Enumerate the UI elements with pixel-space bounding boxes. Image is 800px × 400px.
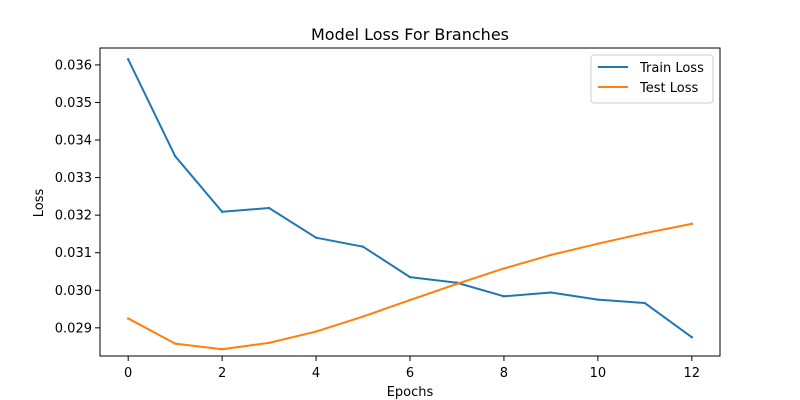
y-axis-ticks: 0.029 0.030 0.031 0.032 0.033 0.034 0.035 0.036 (55, 58, 100, 336)
legend-label-train-loss: Train Loss (639, 61, 704, 76)
data-point-train-loss (643, 301, 647, 305)
data-point-train-loss (361, 245, 365, 248)
y-tick-label: 0.036 (55, 58, 92, 73)
y-tick-label: 0.029 (55, 321, 92, 336)
data-point-train-loss (502, 295, 506, 298)
x-tick-label: 8 (500, 366, 508, 381)
axes-frame (99, 47, 721, 357)
data-point-test-loss (314, 330, 318, 333)
y-axis-label: Loss (32, 189, 47, 218)
data-point-test-loss (549, 253, 553, 257)
data-point-train-loss (408, 275, 412, 279)
data-point-test-loss (643, 231, 647, 235)
x-tick-label: 10 (590, 366, 607, 381)
data-point-test-loss (690, 222, 694, 225)
data-point-train-loss (220, 210, 224, 213)
y-tick-label: 0.034 (55, 134, 92, 149)
x-axis-ticks: 0 2 4 6 8 10 12 (124, 356, 700, 381)
data-point-test-loss (502, 267, 506, 270)
data-point-test-loss (267, 341, 271, 345)
legend: Train Loss Test Loss (590, 54, 714, 104)
chart-title: Model Loss For Branches (311, 25, 509, 44)
legend-label-test-loss: Test Loss (639, 81, 698, 96)
series-line-test-loss (126, 222, 693, 351)
y-tick-label: 0.035 (55, 96, 92, 111)
data-point-test-loss (596, 242, 600, 245)
data-point-train-loss (173, 154, 177, 158)
x-tick-label: 4 (312, 366, 320, 381)
y-tick-label: 0.030 (55, 284, 92, 299)
data-point-train-loss (596, 298, 600, 301)
data-point-test-loss (361, 315, 365, 318)
y-tick-label: 0.032 (55, 209, 92, 224)
x-tick-label: 6 (406, 366, 414, 381)
x-axis-label: Epochs (387, 385, 434, 400)
plot-area (126, 57, 694, 351)
data-point-test-loss (408, 298, 412, 302)
data-point-test-loss (455, 282, 459, 286)
data-point-test-loss (173, 342, 177, 345)
data-point-train-loss (549, 291, 553, 294)
y-tick-label: 0.031 (55, 246, 92, 261)
data-point-train-loss (690, 336, 694, 339)
data-point-test-loss (126, 317, 130, 320)
data-point-train-loss (126, 58, 130, 61)
x-tick-label: 2 (218, 366, 226, 381)
data-point-train-loss (267, 206, 271, 210)
data-point-test-loss (220, 348, 224, 351)
data-point-train-loss (314, 236, 318, 239)
x-tick-label: 12 (684, 366, 701, 381)
y-tick-label: 0.033 (55, 171, 92, 186)
x-tick-label: 0 (124, 366, 132, 381)
